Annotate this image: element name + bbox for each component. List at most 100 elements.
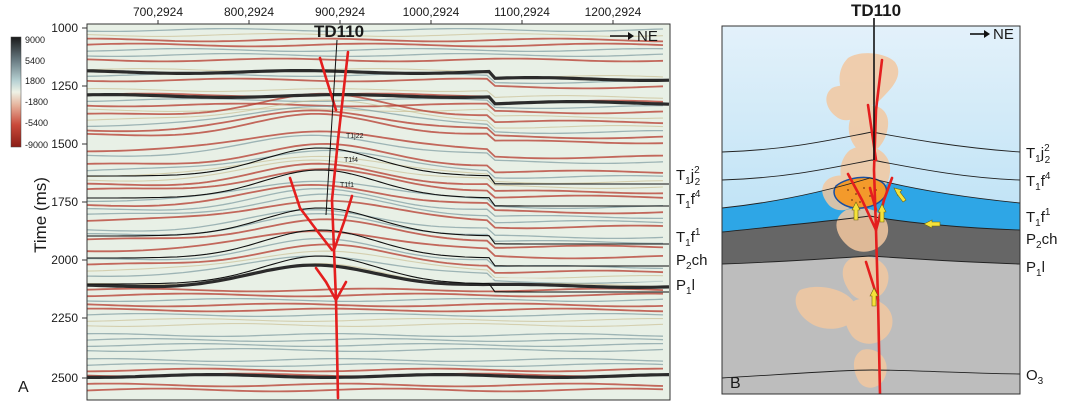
x-tick-label: 1200,2924	[585, 5, 642, 19]
small-label-t1j22: T1j22	[346, 133, 364, 140]
horizon-label: P1l	[1026, 259, 1045, 279]
horizon-label-base: P	[1026, 231, 1036, 248]
seismic-reflector	[87, 113, 664, 145]
well-label-a: TD110	[314, 22, 364, 41]
seismic-reflector	[87, 342, 663, 348]
colorbar-tick-label: -5400	[25, 118, 48, 128]
seismic-reflector	[87, 33, 664, 37]
fault-lines-a	[288, 50, 354, 400]
picked-horizon	[87, 147, 669, 185]
seismic-reflector	[87, 105, 663, 135]
horizon-label-name: ch	[1042, 231, 1058, 248]
y-tick-label: 1250	[51, 79, 78, 93]
seismic-reflector	[87, 225, 664, 254]
small-label-t1f1: T1f1	[340, 182, 354, 189]
x-tick-label: 800,2924	[224, 5, 274, 19]
horizon-label: P1l	[676, 277, 695, 297]
horizon-label-base: T	[676, 191, 685, 208]
horizon-label-base: T	[676, 229, 685, 246]
strong-reflector	[87, 69, 670, 82]
reservoir-pores	[847, 187, 877, 203]
horizon-label-sub: 1	[1035, 154, 1041, 165]
seismic-reflector	[87, 162, 664, 195]
panel-label-b: B	[730, 375, 741, 392]
seismic-reflector	[87, 180, 664, 210]
colorbar-tick-label: -1800	[25, 97, 48, 107]
horizon-label: T1f4	[676, 189, 701, 211]
y-axis-ticks: 1000 1250 1500 1750 2000 2250 2500	[51, 21, 87, 385]
seismic-reflector	[87, 233, 664, 264]
seismic-reflector	[87, 52, 664, 58]
seismic-reflector	[87, 130, 664, 160]
horizon-label-name: f	[691, 229, 696, 246]
colorbar-tick-label: 5400	[25, 56, 45, 66]
migration-arrows	[851, 187, 941, 307]
horizon-label-sup: 2	[694, 165, 700, 176]
y-tick-label: 2000	[51, 253, 78, 267]
horizon-label: P2ch	[1026, 231, 1057, 251]
horizon-label-base: T	[1026, 173, 1035, 190]
picked-horizon	[87, 229, 669, 267]
seismic-reflector	[87, 357, 664, 363]
horizon-label-sub: 1	[1036, 268, 1042, 279]
horizon-label-base: T	[1026, 145, 1035, 162]
strong-reflector	[87, 263, 670, 289]
small-label-t1f4: T1f4	[344, 157, 358, 164]
seismic-reflector	[87, 353, 664, 357]
seismic-reflector	[87, 393, 664, 397]
seismic-reflector	[87, 297, 664, 303]
horizon-label-sup: 2	[1044, 143, 1050, 154]
well-label-b: TD110	[851, 1, 901, 20]
y-axis-title: Time (ms)	[31, 177, 50, 253]
seismic-reflector	[87, 199, 664, 230]
seismic-reflector	[87, 42, 664, 48]
horizon-label-sup: 4	[1045, 171, 1051, 182]
seismic-reflector	[87, 183, 664, 215]
seismic-reflector	[87, 138, 664, 169]
seismic-reflector	[87, 258, 664, 282]
seismic-reflector	[87, 243, 664, 274]
seismic-reflector	[87, 57, 664, 63]
direction-label-a: NE	[637, 28, 658, 45]
well-path-a	[325, 39, 338, 216]
horizon-label-sup: 4	[695, 189, 701, 200]
horizon-label-name: j	[690, 167, 694, 184]
x-tick-label: 900,2924	[315, 5, 365, 19]
x-tick-label: 700,2924	[133, 5, 183, 19]
colorbar-tick-label: 1800	[25, 76, 45, 86]
direction-label-b: NE	[993, 26, 1014, 43]
seismic-reflector	[87, 193, 664, 224]
seismic-frame	[86, 23, 671, 401]
horizon-label-sub: 1	[1035, 182, 1041, 193]
horizon-label-sub: 1	[1035, 218, 1041, 229]
fault-line	[334, 280, 348, 302]
y-tick-label: 1000	[51, 21, 78, 35]
horizon-label-sub: 1	[686, 286, 692, 297]
strong-reflector	[87, 373, 670, 379]
picked-horizon	[87, 255, 669, 293]
seismic-reflector	[87, 332, 664, 338]
horizon-label: T1j2 2	[1026, 143, 1051, 166]
seismic-reflector	[87, 382, 664, 388]
direction-indicator-b: NE	[970, 26, 1014, 43]
horizon-lines-a	[87, 147, 669, 293]
seismic-reflector	[87, 99, 664, 129]
seismic-reflector	[87, 337, 664, 343]
horizon-label-name: l	[1042, 259, 1045, 276]
y-tick-label: 1500	[51, 137, 78, 151]
seismic-reflector	[87, 159, 664, 189]
fault-line	[330, 50, 350, 400]
seismic-reflector	[87, 68, 664, 79]
seismic-reflector	[87, 328, 664, 332]
seismic-reflector	[87, 367, 664, 373]
x-tick-label: 1100,2924	[494, 5, 550, 19]
seismic-reflector	[87, 88, 664, 99]
y-tick-label: 2250	[51, 311, 78, 325]
horizon-label-name: j	[1040, 145, 1044, 162]
horizon-label-sub2: 2	[1045, 155, 1051, 166]
seismic-reflector	[87, 109, 664, 140]
seismic-reflector	[87, 292, 664, 298]
seismic-reflector	[87, 312, 664, 318]
